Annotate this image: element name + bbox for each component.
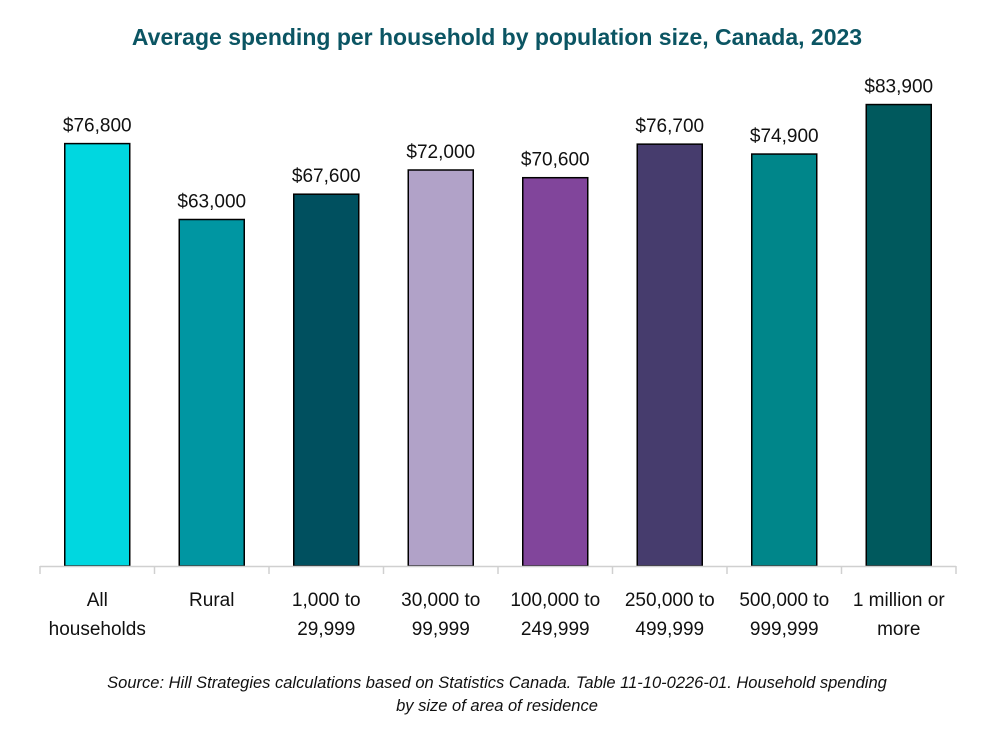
x-tick-label: 1 million or more: [853, 590, 946, 640]
bar: [636, 143, 703, 567]
bar: [64, 142, 131, 567]
data-label: $76,800: [63, 116, 132, 137]
bar: [865, 103, 932, 567]
x-tick-label: 500,000 to 999,999: [739, 590, 829, 640]
source-note: Source: Hill Strategies calculations bas…: [107, 674, 887, 715]
data-label: $74,900: [750, 126, 819, 147]
data-label: $72,000: [406, 142, 475, 163]
bar: [407, 169, 474, 567]
data-label: $63,000: [177, 192, 246, 213]
x-tick-label: All households: [49, 590, 146, 640]
x-tick-label: 250,000 to 499,999: [625, 590, 715, 640]
x-tick-label: 1,000 to 29,999: [292, 590, 361, 640]
data-label: $76,700: [635, 116, 704, 137]
x-tick-label: 100,000 to 249,999: [510, 590, 600, 640]
bar: [178, 218, 245, 567]
x-tick-label: Rural: [189, 590, 234, 611]
bar: [522, 176, 589, 567]
bar: [751, 153, 818, 567]
data-label: $70,600: [521, 150, 590, 171]
bar: [293, 193, 360, 567]
x-tick-label: 30,000 to 99,999: [401, 590, 480, 640]
data-label: $67,600: [292, 166, 361, 187]
data-label: $83,900: [864, 77, 933, 98]
chart-title: Average spending per household by popula…: [131, 24, 863, 50]
